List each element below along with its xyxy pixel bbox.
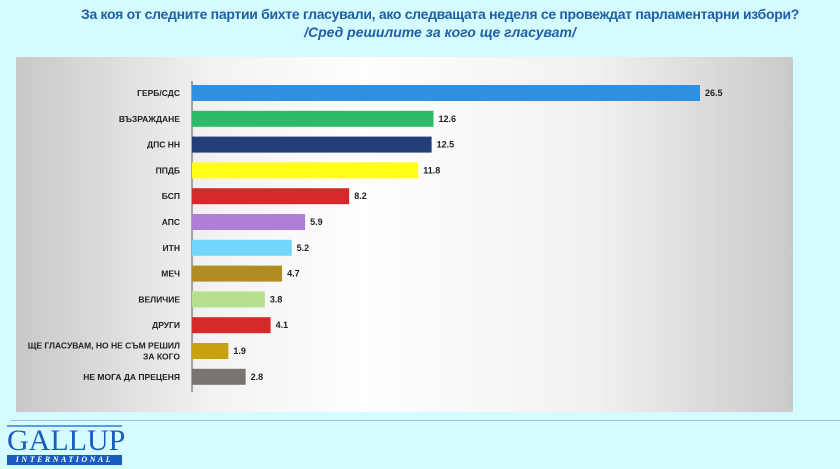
category-label: ДРУГИ [152, 320, 180, 330]
category-label: ГЕРБ/СДС [137, 88, 180, 98]
bar [192, 110, 434, 127]
bar [192, 291, 265, 308]
category-label: ЩЕ ГЛАСУВАМ, НО НЕ СЪМ РЕШИЛ [28, 341, 180, 351]
category-label: ДПС НН [147, 140, 180, 150]
chart-panel: ГЕРБ/СДС 26.5 ВЪЗРАЖДАНЕ 12.6 ДПС НН 12.5 ППДБ… [16, 57, 793, 412]
data-label: 12.6 [439, 114, 457, 124]
category-label: ИТН [163, 243, 180, 253]
category-label: ВЕЛИЧИЕ [138, 294, 180, 304]
logo-sub: INTERNATIONAL [7, 455, 122, 465]
category-label: БСП [162, 191, 180, 201]
bar [192, 85, 700, 101]
data-label: 5.9 [310, 217, 323, 227]
data-label: 1.9 [233, 346, 246, 356]
logo-name: GALLUP [7, 424, 126, 457]
bar [192, 265, 283, 282]
divider [10, 420, 840, 421]
bar [192, 368, 246, 385]
data-label: 26.5 [705, 88, 723, 98]
bar-chart: ГЕРБ/СДС 26.5 ВЪЗРАЖДАНЕ 12.6 ДПС НН 12.5 ППДБ… [28, 81, 723, 392]
bar [192, 239, 292, 256]
chart-subtitle: /Сред решилите за кого ще гласуват/ [304, 24, 576, 40]
category-label: ЗА КОГО [143, 352, 180, 362]
bar [192, 317, 271, 334]
gallup-logo: GALLUP INTERNATIONAL [7, 424, 126, 465]
category-label: АПС [162, 217, 180, 227]
data-label: 4.1 [276, 320, 289, 330]
data-label: 2.8 [251, 372, 264, 382]
chart-title: За коя от следните партии бихте гласувал… [80, 6, 800, 22]
category-label: НЕ МОГА ДА ПРЕЦЕНЯ [83, 372, 180, 382]
data-label: 4.7 [287, 269, 300, 279]
bar [192, 214, 306, 230]
category-label: ВЪЗРАЖДАНЕ [119, 114, 181, 124]
bar [192, 188, 350, 205]
data-label: 5.2 [297, 243, 310, 253]
data-label: 3.8 [270, 294, 283, 304]
bar [192, 136, 432, 153]
data-label: 11.8 [423, 165, 440, 175]
data-label: 8.2 [354, 191, 367, 201]
data-label: 12.5 [437, 140, 455, 150]
category-label: ППДБ [156, 165, 180, 175]
bar [192, 343, 229, 359]
bar [192, 162, 419, 179]
category-label: МЕЧ [161, 269, 180, 279]
